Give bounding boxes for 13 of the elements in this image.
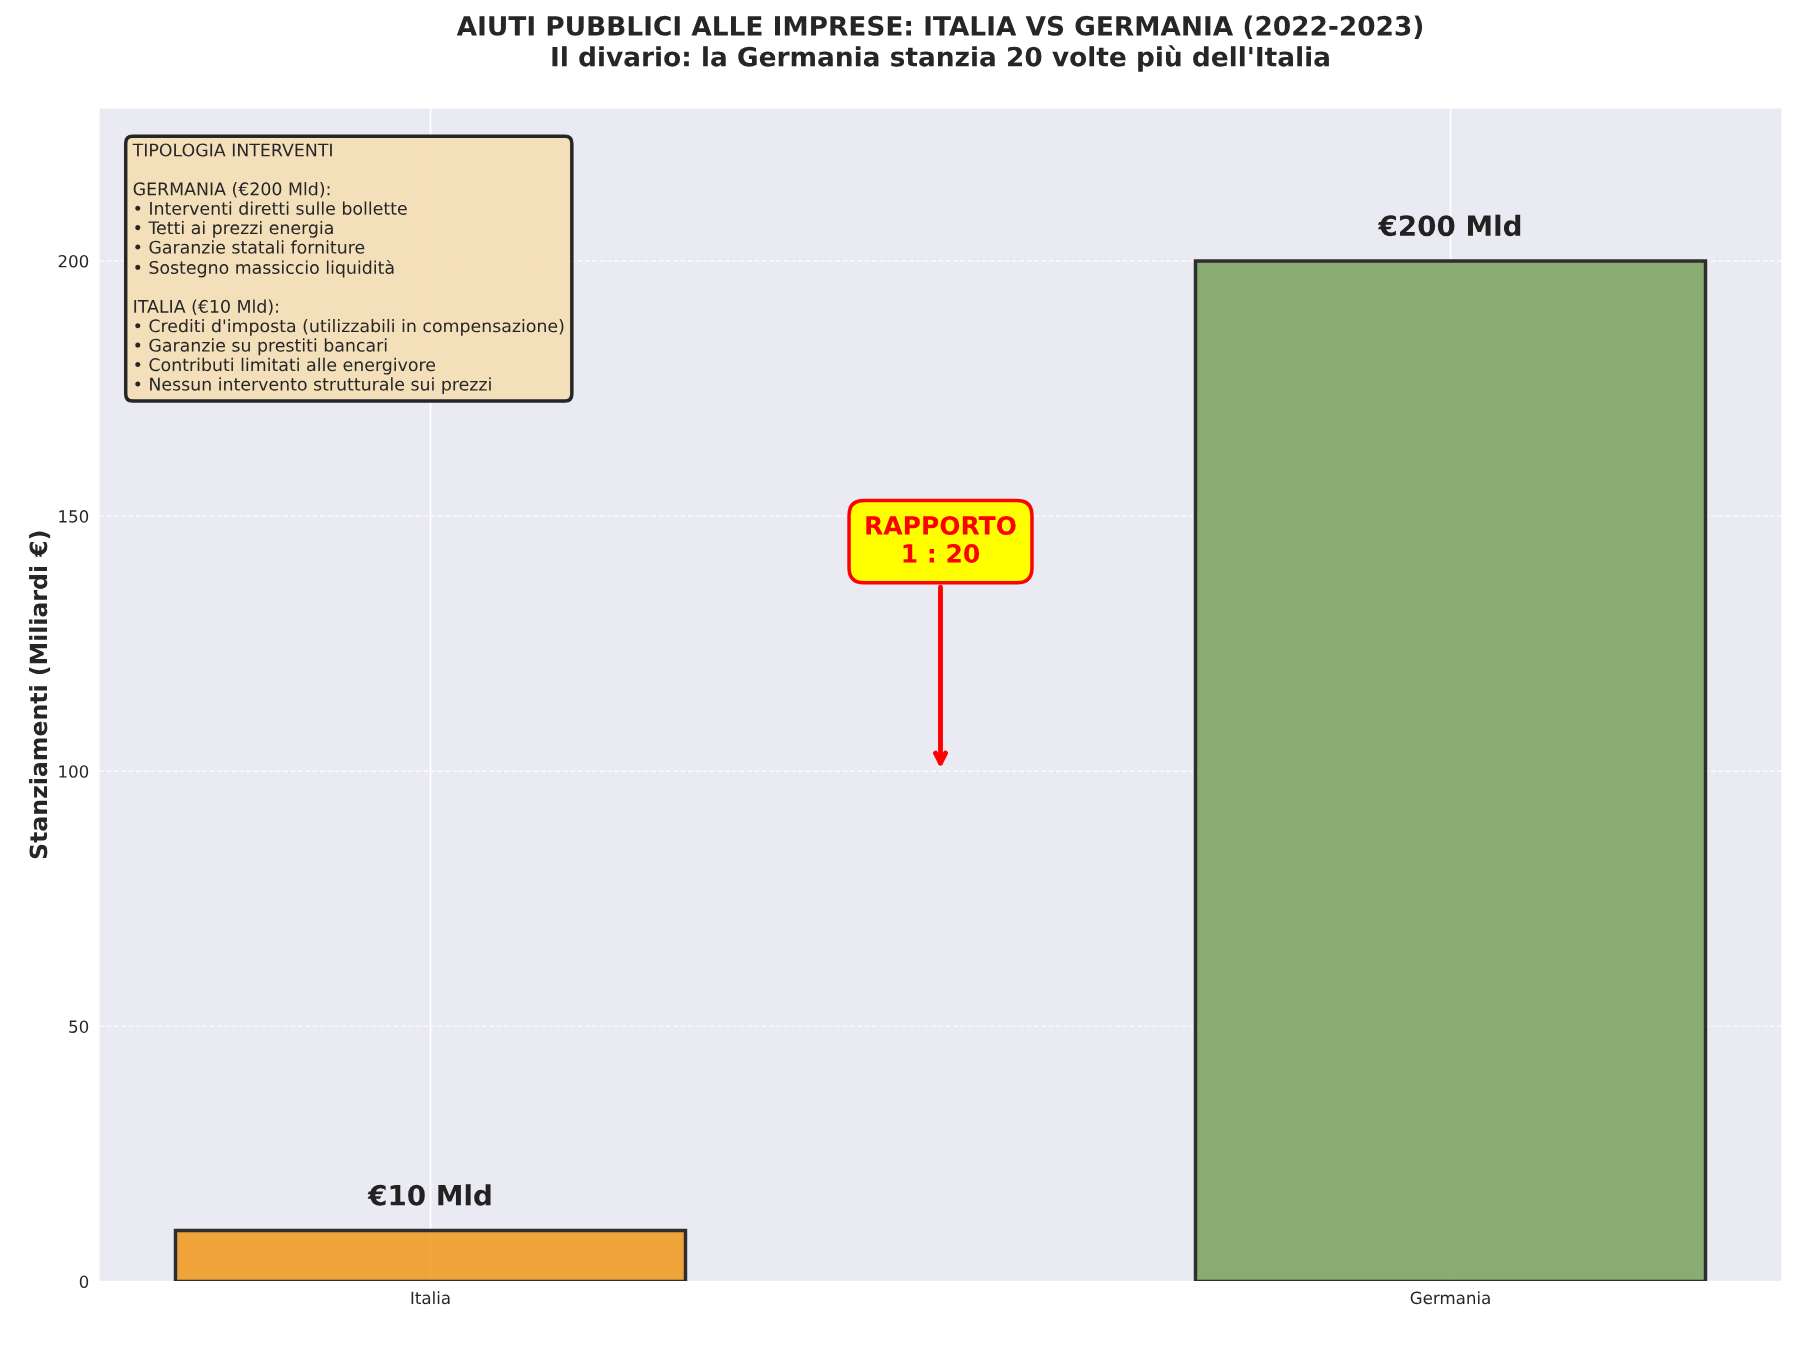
x-tick-label: Germania xyxy=(1410,1291,1490,1305)
x-tick-label: Italia xyxy=(411,1291,450,1305)
data-label: €200 Mld xyxy=(1377,214,1521,237)
y-tick-label: 150 xyxy=(59,510,89,523)
y-axis-title: Stanziamenti (Miliardi €) xyxy=(29,531,51,859)
chart-title: AIUTI PUBBLICI ALLE IMPRESE: ITALIA VS GERMANIA (2022-2023) Il divario: la Germania stanzia 20 volte più dell'Italia xyxy=(456,15,1423,72)
y-tick-label: 200 xyxy=(58,254,89,268)
data-label: €10 Mld xyxy=(367,1184,491,1206)
y-tick-label: 50 xyxy=(69,1020,89,1033)
y-tick-label: 100 xyxy=(59,765,89,778)
annotation: RAPPORTO 1 : 20 xyxy=(866,516,1016,563)
y-tick-label: 0 xyxy=(79,1275,89,1289)
text: TIPOLOGIA INTERVENTI GERMANIA (€200 Mld): • Interventi diretti sulle bollette • Tetti ai prezzi energia • Garanzie statali forniture • Sostegno massiccio liquidità ITALIA (€10 Mld): • Crediti d'imposta (utilizzabili in compensazione) • Garanzie su prestiti bancari • Contributi limitati alle energivore • Nessun intervento strutturale sui prezzi xyxy=(132,143,564,395)
